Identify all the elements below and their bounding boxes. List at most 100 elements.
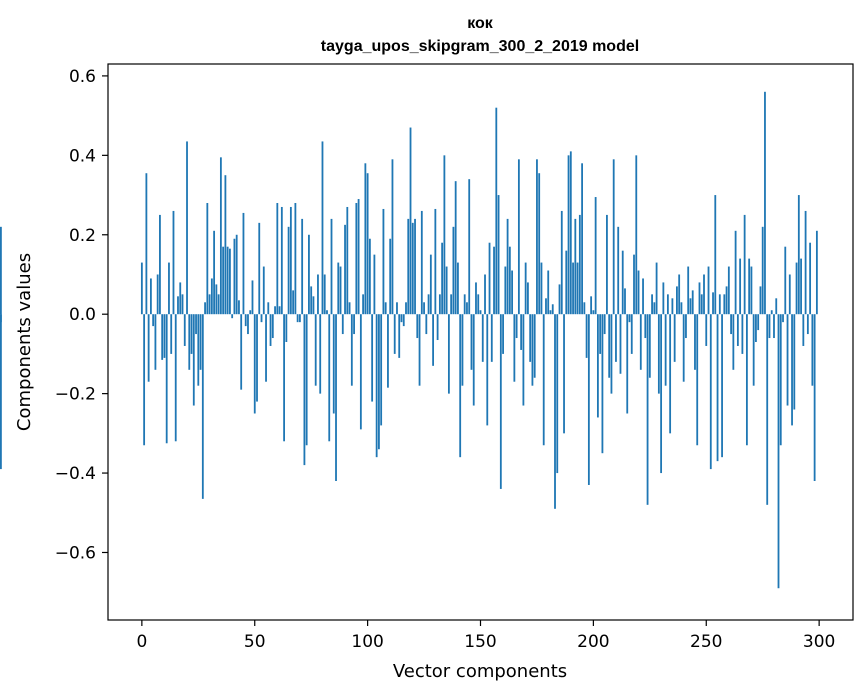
- bar-component-14: [172, 210, 175, 315]
- bar-component-52: [258, 222, 261, 315]
- bar-component-270: [750, 266, 753, 315]
- bar-component-22: [190, 314, 193, 354]
- bar-component-66: [289, 206, 292, 315]
- bar-component-36: [222, 246, 225, 315]
- bar-component-69: [296, 314, 299, 323]
- bar-component-260: [727, 266, 730, 315]
- bar-component-261: [730, 314, 732, 335]
- y-axis-label: Components values: [14, 253, 35, 431]
- bar-component-121: [414, 218, 416, 315]
- bar-component-256: [718, 294, 721, 315]
- bar-component-90: [344, 224, 346, 315]
- bar-component-126: [425, 314, 428, 335]
- bar-component-245: [694, 314, 696, 370]
- bar-component-76: [312, 296, 315, 315]
- bar-component-266: [741, 314, 744, 354]
- bar-component-34: [217, 294, 220, 315]
- bar-component-62: [280, 206, 283, 315]
- bar-component-119: [409, 127, 412, 315]
- bar-component-51: [256, 314, 258, 402]
- bar-component-98: [362, 294, 365, 315]
- bar-component-219: [635, 155, 638, 315]
- bar-component-133: [441, 242, 444, 315]
- bar-component-8: [159, 214, 161, 315]
- bar-component-161: [504, 266, 507, 315]
- bar-component-137: [450, 294, 453, 315]
- bar-component-9: [161, 314, 164, 360]
- bar-component-265: [739, 258, 742, 315]
- bar-component-291: [797, 195, 800, 315]
- bar-component-48: [249, 310, 252, 315]
- bar-component-281: [775, 298, 778, 315]
- bar-component-35: [219, 157, 222, 315]
- bar-component-280: [773, 314, 775, 339]
- bar-component-58: [271, 314, 274, 339]
- bar-component-19: [183, 314, 186, 346]
- bar-component-28: [204, 302, 206, 315]
- bar-component-50: [253, 314, 256, 414]
- bar-component-233: [666, 294, 669, 315]
- bar-component-221: [639, 314, 642, 370]
- bar-component-143: [463, 294, 466, 315]
- bar-component-79: [319, 314, 322, 394]
- y-tick-label: 0.2: [69, 226, 96, 246]
- bar-component-88: [339, 266, 342, 315]
- bar-component-158: [497, 195, 500, 315]
- y-tick-label: 0.6: [69, 67, 96, 87]
- bar-component-247: [698, 282, 701, 315]
- bar-component-204: [601, 314, 604, 454]
- bar-component-152: [484, 274, 486, 315]
- bar-component-60: [276, 203, 279, 315]
- bar-component-226: [651, 294, 653, 315]
- bar-component-157: [495, 107, 498, 315]
- bar-component-264: [736, 314, 739, 346]
- y-tick-label: 0.0: [69, 305, 96, 325]
- bar-component-183: [554, 314, 556, 509]
- bar-component-299: [815, 230, 818, 315]
- bar-component-47: [247, 314, 249, 335]
- bar-component-232: [664, 314, 667, 386]
- bar-component-249: [703, 274, 705, 315]
- bar-component-246: [696, 314, 699, 446]
- bar-component-278: [768, 314, 771, 339]
- bar-component-297: [811, 314, 814, 386]
- bar-component-21: [188, 314, 191, 370]
- bar-component-87: [337, 262, 340, 315]
- bar-component-94: [353, 314, 355, 335]
- x-tick-label: 0: [136, 632, 147, 652]
- bar-component-148: [475, 282, 477, 315]
- bar-component-287: [788, 274, 791, 315]
- bar-component-132: [438, 294, 441, 315]
- bar-component-230: [660, 314, 663, 474]
- bar-component-1: [143, 314, 146, 446]
- bar-component-61: [278, 306, 281, 315]
- bar-component-185: [558, 284, 561, 315]
- bar-component-93: [350, 314, 353, 386]
- bar-component-215: [626, 314, 629, 414]
- bar-component-275: [761, 226, 764, 315]
- bar-component-279: [770, 310, 773, 315]
- bar-component-218: [633, 254, 635, 315]
- bar-component-15: [174, 314, 177, 442]
- bar-component-259: [725, 286, 728, 315]
- bar-component-203: [599, 314, 602, 354]
- bar-component-96: [357, 199, 360, 315]
- bar-component-120: [411, 222, 414, 315]
- bar-component-242: [687, 266, 690, 315]
- bar-component-102: [371, 314, 374, 402]
- bars-group: [0, 91, 818, 589]
- bar-component-145: [468, 179, 471, 315]
- bar-component-212: [619, 314, 622, 374]
- bar-component-24: [195, 314, 197, 335]
- bar-component-238: [678, 274, 681, 315]
- bar-component-129: [432, 314, 434, 366]
- bar-component-227: [653, 302, 656, 315]
- bar-component-20: [186, 141, 188, 315]
- bar-component-296: [809, 242, 812, 315]
- bar-component-293: [802, 314, 805, 346]
- bar-component-105: [378, 314, 380, 450]
- bar-component-195: [581, 163, 583, 315]
- bar-component-45: [242, 212, 245, 315]
- bar-component-163: [508, 246, 511, 315]
